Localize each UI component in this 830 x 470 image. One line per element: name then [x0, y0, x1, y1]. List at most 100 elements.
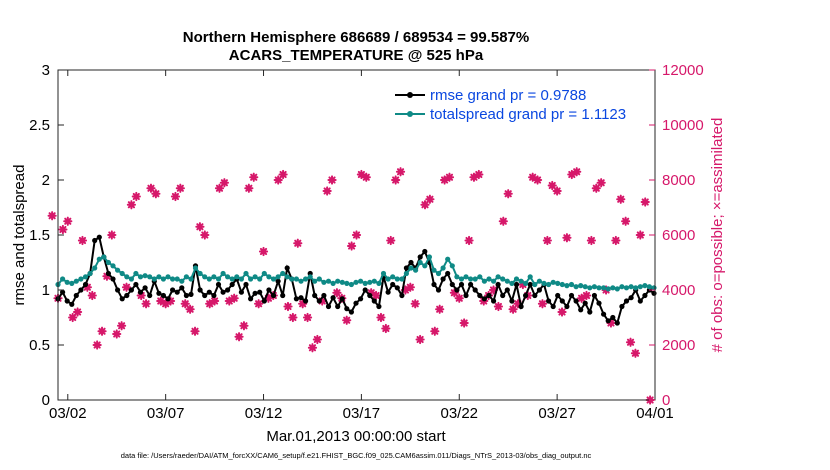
- totalspread-point: [408, 265, 414, 271]
- obs-count-marker: [258, 246, 269, 257]
- totalspread-point: [147, 274, 153, 280]
- obs-count-marker: [415, 334, 425, 345]
- legend-marker-totalspread: [407, 111, 413, 117]
- obs-count-marker: [562, 233, 572, 243]
- totalspread-point: [573, 284, 579, 290]
- x-tick-label: 03/07: [147, 405, 185, 422]
- totalspread-point: [128, 276, 134, 282]
- obs-count-marker: [557, 307, 567, 317]
- totalspread-point: [266, 274, 272, 280]
- obs-count-marker: [68, 312, 78, 323]
- y-axis-right-label: # of obs: o=possible; ×=assimilated: [709, 118, 726, 353]
- totalspread-point: [564, 283, 570, 289]
- totalspread-point: [298, 278, 304, 284]
- totalspread-point: [160, 276, 166, 282]
- rmse-point: [293, 296, 299, 302]
- obs-count-marker: [146, 183, 156, 193]
- totalspread-point: [303, 276, 309, 282]
- rmse-point: [225, 287, 231, 293]
- obs-count-marker: [263, 293, 274, 303]
- y-tick-label: 1: [42, 282, 50, 299]
- rmse-point: [303, 298, 309, 304]
- totalspread-point: [619, 284, 625, 290]
- obs-count-marker: [449, 288, 459, 298]
- y-tick-label: 1.5: [29, 227, 50, 244]
- obs-count-marker: [117, 321, 127, 331]
- obs-count-marker: [581, 290, 592, 301]
- rmse-point: [422, 248, 428, 255]
- rmse-point: [440, 276, 446, 282]
- rmse-point: [325, 303, 332, 310]
- obs-count-marker: [47, 211, 57, 221]
- rmse-point: [513, 281, 520, 288]
- rmse-point: [376, 303, 382, 310]
- totalspread-point: [284, 274, 290, 280]
- obs-count-marker: [616, 194, 626, 204]
- totalspread-point: [275, 274, 281, 280]
- obs-count-marker: [342, 315, 352, 325]
- obs-count-marker: [630, 348, 641, 358]
- rmse-point: [371, 298, 377, 304]
- rmse-point: [578, 307, 584, 313]
- rmse-point: [486, 292, 492, 299]
- legend-marker-rmse: [407, 92, 413, 98]
- obs-count-marker: [474, 169, 484, 180]
- totalspread-point: [472, 276, 478, 282]
- obs-count-marker: [542, 235, 552, 246]
- totalspread-point: [596, 285, 602, 291]
- rmse-point: [321, 292, 327, 299]
- totalspread-point: [403, 270, 409, 277]
- totalspread-point: [518, 278, 524, 284]
- totalspread-point: [96, 256, 102, 262]
- rmse-point: [170, 287, 176, 293]
- rmse-point: [601, 311, 607, 317]
- totalspread-point: [316, 276, 322, 282]
- rmse-point: [96, 234, 102, 240]
- totalspread-point: [174, 276, 180, 282]
- y-right-tick-label: 4000: [662, 282, 695, 299]
- rmse-point: [206, 289, 212, 295]
- totalspread-series: [55, 254, 657, 292]
- rmse-point: [348, 309, 354, 315]
- totalspread-point: [385, 276, 391, 282]
- legend-label-totalspread: totalspread grand pr = 1.1123: [430, 106, 626, 123]
- obs-count-marker: [121, 282, 132, 292]
- totalspread-point: [197, 270, 203, 277]
- obs-count-marker: [410, 299, 420, 309]
- obs-count-marker: [376, 312, 386, 323]
- obs-count-marker: [606, 318, 616, 328]
- totalspread-point: [541, 280, 547, 286]
- totalspread-point: [119, 270, 125, 277]
- y-tick-label: 3: [42, 62, 50, 79]
- rmse-point: [536, 287, 543, 293]
- rmse-point: [165, 296, 171, 302]
- y-axis-label: rmse and totalspread: [11, 165, 28, 306]
- obs-count-marker: [347, 241, 357, 251]
- obs-count-marker: [381, 323, 391, 334]
- rmse-point: [614, 320, 620, 326]
- totalspread-point: [477, 274, 483, 280]
- totalspread-point: [426, 254, 432, 260]
- rmse-point: [82, 281, 89, 288]
- totalspread-point: [623, 285, 630, 291]
- chart-title-line1: Northern Hemisphere 686689 / 689534 = 99…: [183, 29, 529, 46]
- obs-count-marker: [425, 194, 435, 204]
- totalspread-point: [289, 276, 295, 282]
- rmse-point: [559, 298, 565, 304]
- totalspread-point: [568, 281, 575, 288]
- obs-count-marker: [591, 183, 601, 193]
- rmse-point: [399, 292, 405, 299]
- rmse-point: [353, 300, 359, 306]
- totalspread-point: [87, 270, 93, 277]
- totalspread-point: [449, 263, 455, 269]
- obs-count-marker: [391, 175, 401, 185]
- totalspread-point: [156, 274, 162, 280]
- rmse-point: [261, 298, 267, 304]
- rmse-point: [449, 281, 455, 288]
- rmse-point: [220, 289, 226, 295]
- totalspread-point: [504, 278, 510, 284]
- obs-count-marker: [112, 329, 122, 339]
- totalspread-point: [170, 276, 176, 282]
- totalspread-point: [628, 284, 634, 290]
- rmse-point: [142, 285, 148, 291]
